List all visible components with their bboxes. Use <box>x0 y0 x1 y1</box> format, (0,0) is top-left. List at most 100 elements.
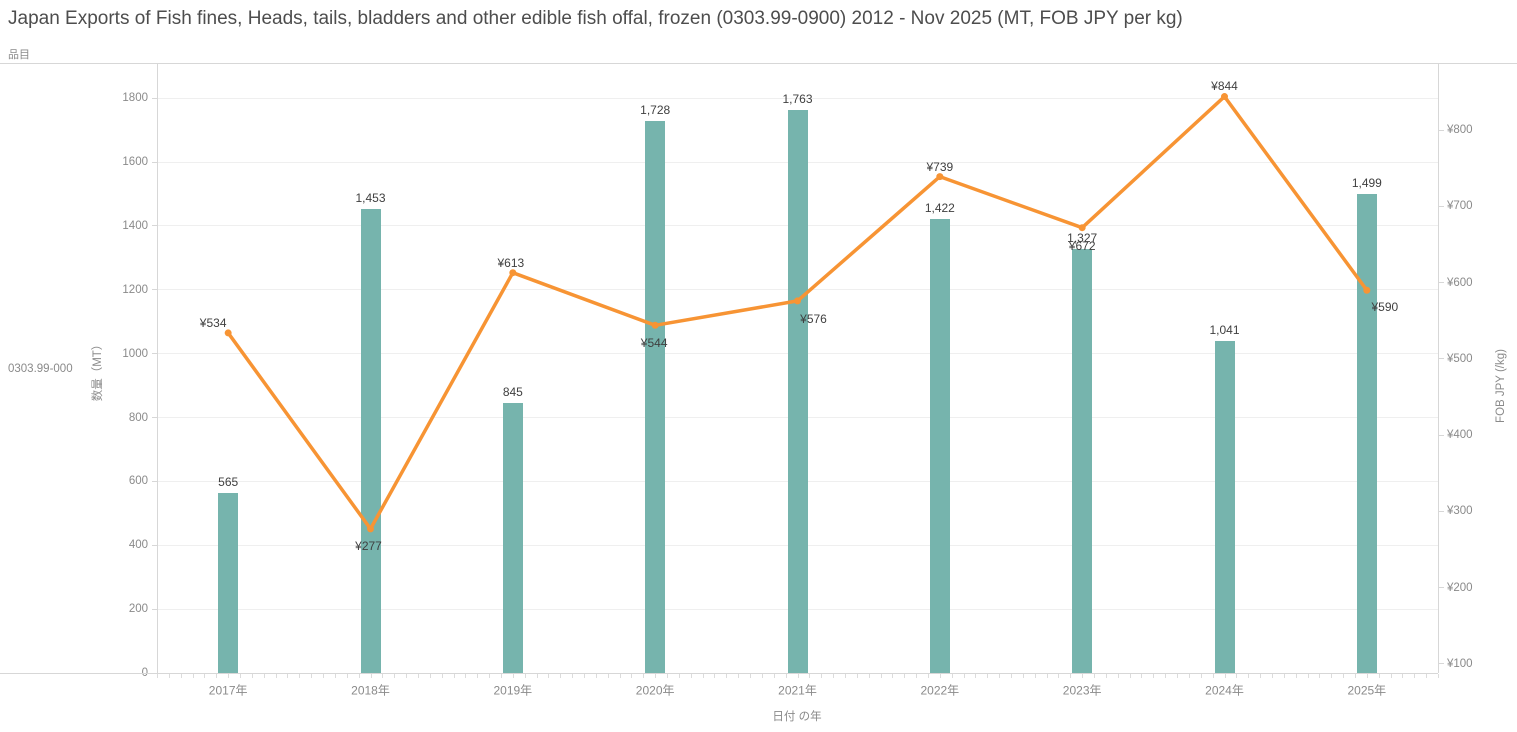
x-axis-minor-tick <box>607 674 609 678</box>
line-point[interactable] <box>1221 93 1228 101</box>
right-axis-tick <box>1439 587 1444 589</box>
x-axis-minor-tick <box>714 674 716 678</box>
right-axis-tick <box>1439 129 1444 131</box>
x-axis-minor-tick <box>975 674 977 678</box>
x-axis-category-label: 2019年 <box>493 683 533 698</box>
left-axis-tick <box>152 353 157 355</box>
x-axis-minor-tick <box>1307 674 1309 678</box>
price-line[interactable] <box>226 94 1369 531</box>
line-point[interactable] <box>1363 286 1371 294</box>
x-axis-minor-tick <box>1248 674 1250 678</box>
left-axis-tick-label: 1200 <box>122 283 148 296</box>
left-axis-tick <box>152 289 157 291</box>
x-axis-minor-tick <box>251 674 253 678</box>
right-axis-title: FOB JPY (/kg) <box>1495 349 1507 423</box>
x-axis-minor-tick <box>560 674 562 678</box>
x-axis-minor-tick <box>512 674 514 678</box>
right-axis-tick-label: ¥200 <box>1447 581 1473 594</box>
bar[interactable] <box>502 403 523 673</box>
line-point[interactable] <box>794 297 801 305</box>
x-axis-minor-tick <box>833 674 835 678</box>
x-axis-minor-tick <box>595 674 597 678</box>
x-axis-minor-tick <box>157 674 158 678</box>
x-axis-minor-tick <box>524 674 526 678</box>
line-value-label: ¥739 <box>926 159 954 174</box>
x-axis-minor-tick <box>631 674 633 678</box>
x-axis-minor-tick <box>939 674 941 678</box>
bar[interactable] <box>1072 249 1093 673</box>
x-axis-minor-tick <box>311 674 313 678</box>
x-axis-minor-tick <box>1034 674 1036 678</box>
x-axis-minor-tick <box>868 674 870 678</box>
bar-value-label: 1,422 <box>924 200 955 215</box>
x-axis-minor-tick <box>275 674 277 678</box>
left-axis-tick-label: 1800 <box>122 92 148 105</box>
right-axis-tick-label: ¥700 <box>1447 200 1473 213</box>
right-axis-tick <box>1439 434 1444 436</box>
x-axis-category-label: 2024年 <box>1205 683 1244 698</box>
bar[interactable] <box>787 109 808 673</box>
x-axis-minor-tick <box>228 674 230 678</box>
bar[interactable] <box>1214 340 1235 673</box>
x-axis-minor-tick <box>785 674 787 678</box>
line-value-label: ¥534 <box>199 315 227 330</box>
x-axis-minor-tick <box>1141 674 1143 678</box>
bar[interactable] <box>218 492 239 673</box>
right-axis-tick <box>1439 282 1444 284</box>
x-axis-minor-tick <box>1022 674 1024 678</box>
left-axis-tick-label: 1400 <box>122 219 148 232</box>
line-point[interactable] <box>651 321 659 329</box>
left-axis-title: 数量（MT） <box>92 338 104 402</box>
line-point[interactable] <box>224 329 232 337</box>
x-axis-minor-tick <box>927 674 929 678</box>
bar-value-label: 1,453 <box>355 190 386 205</box>
x-axis-minor-tick <box>1343 674 1345 678</box>
x-axis-minor-tick <box>1390 674 1392 678</box>
x-axis-minor-tick <box>1260 674 1262 678</box>
left-axis-tick <box>152 544 157 546</box>
line-value-label: ¥844 <box>1211 78 1238 93</box>
x-axis-minor-tick <box>1153 674 1155 678</box>
x-axis-minor-tick <box>477 674 479 678</box>
left-axis-tick <box>152 608 157 610</box>
x-axis-minor-tick <box>287 674 289 678</box>
line-point[interactable] <box>936 173 944 181</box>
x-axis-category-label: 2017年 <box>208 683 248 698</box>
x-axis-minor-tick <box>951 674 953 678</box>
chart-title: Japan Exports of Fish fines, Heads, tail… <box>8 8 1183 29</box>
bar[interactable] <box>929 218 950 673</box>
x-axis-minor-tick <box>702 674 704 678</box>
x-axis-minor-tick <box>441 674 443 678</box>
bar[interactable] <box>1356 194 1377 673</box>
line-point[interactable] <box>367 525 374 533</box>
x-axis-minor-tick <box>856 674 858 678</box>
field-shelf-label: 品目 <box>8 49 30 61</box>
bar[interactable] <box>645 121 666 673</box>
x-axis-minor-tick <box>168 674 170 678</box>
x-axis-minor-tick <box>892 674 894 678</box>
left-axis-tick-label: 1600 <box>122 156 148 168</box>
row-header-code: 0303.99-000 <box>8 363 73 375</box>
x-axis-minor-tick <box>204 674 206 678</box>
x-axis-minor-tick <box>844 674 846 678</box>
x-axis-minor-tick <box>216 674 218 678</box>
x-axis-minor-tick <box>1070 674 1072 678</box>
line-point[interactable] <box>1078 224 1086 232</box>
x-axis-minor-tick <box>394 674 396 678</box>
left-axis-tick <box>152 97 157 99</box>
line-value-label: ¥277 <box>355 538 382 553</box>
line-series-layer <box>224 93 1371 533</box>
line-point[interactable] <box>509 269 517 277</box>
x-axis-minor-tick <box>690 674 692 678</box>
right-pane-border <box>1438 63 1439 673</box>
bar[interactable] <box>360 208 381 673</box>
x-axis-category-label: 2025年 <box>1347 683 1387 698</box>
bar-value-label: 1,499 <box>1351 176 1382 191</box>
x-axis-minor-tick <box>809 674 811 678</box>
x-axis-minor-tick <box>1011 674 1012 678</box>
x-axis-minor-tick <box>1212 674 1214 678</box>
x-axis-minor-tick <box>1378 674 1380 678</box>
x-axis-minor-tick <box>761 674 763 678</box>
x-axis-minor-tick <box>489 674 491 678</box>
x-axis-minor-tick <box>240 674 242 678</box>
